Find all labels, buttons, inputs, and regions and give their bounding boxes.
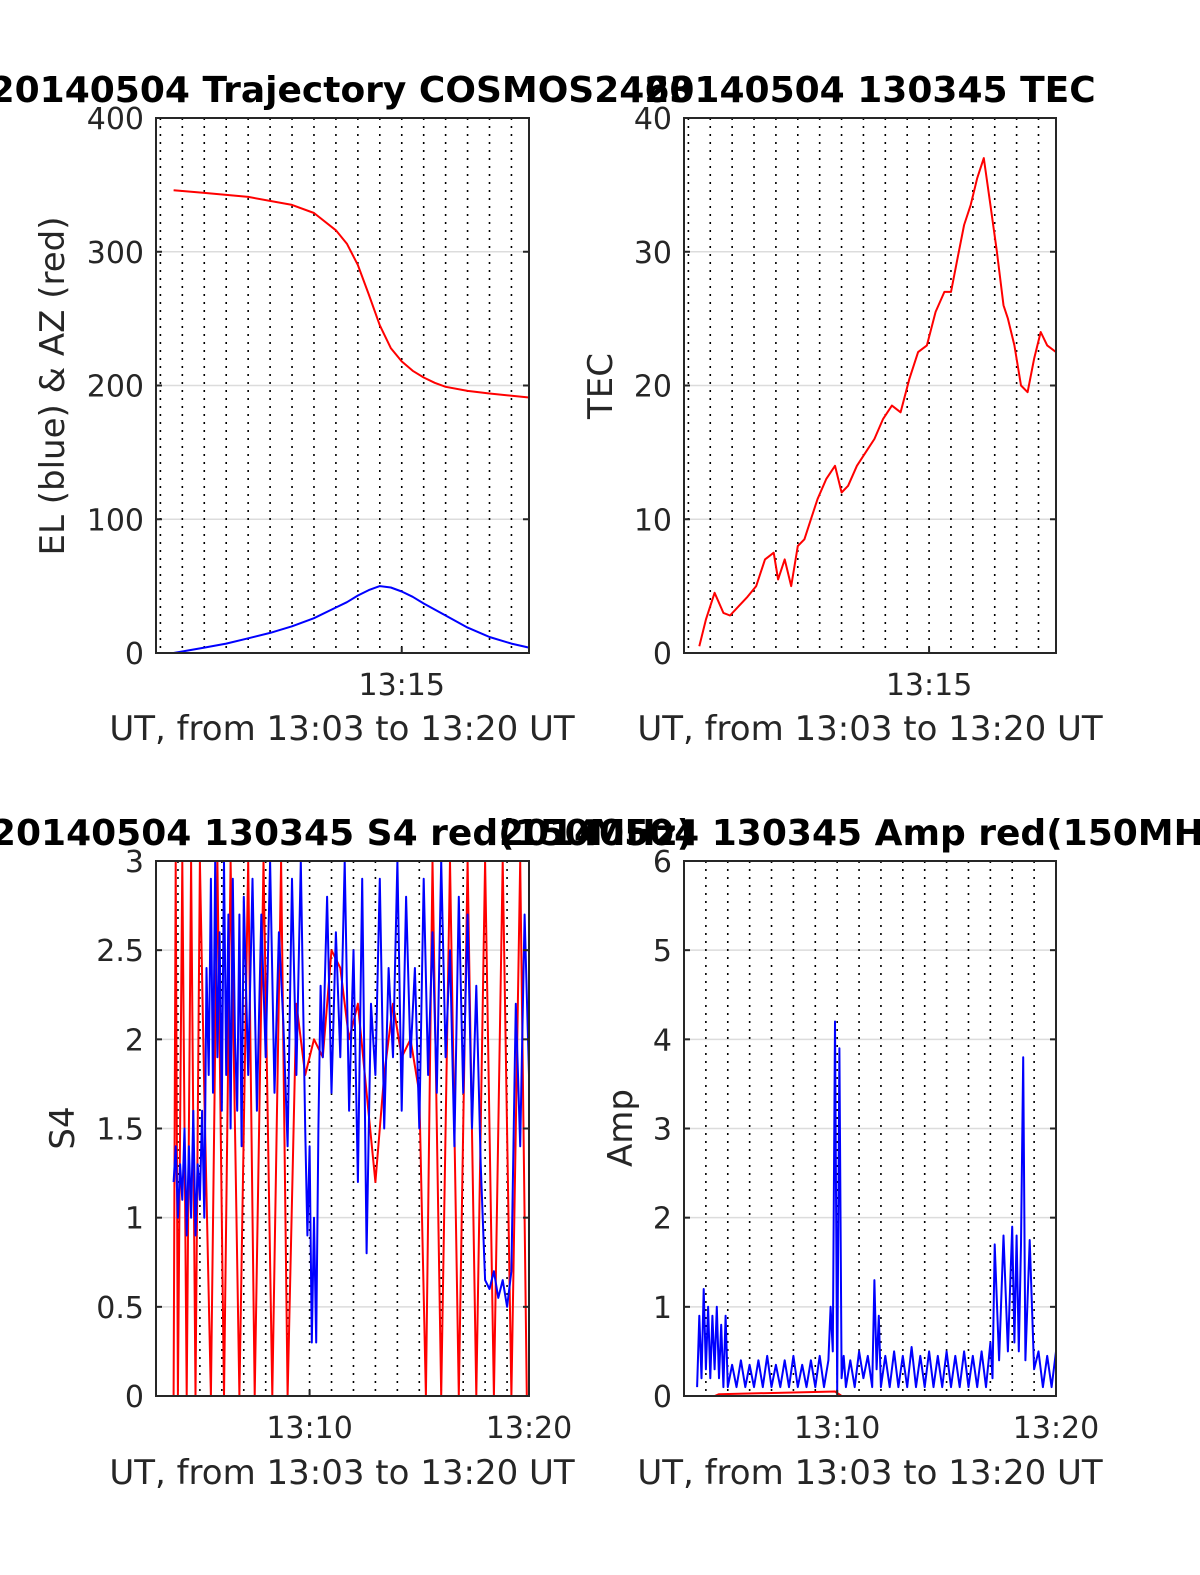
- y-tick-label: 10: [634, 503, 672, 538]
- y-tick-label: 3: [653, 1113, 672, 1148]
- series-line-0: [173, 189, 530, 399]
- y-tick-label: 6: [653, 845, 672, 880]
- series-line-0: [172, 860, 528, 1397]
- chart-title: 20140504 130345 TEC: [644, 70, 1095, 111]
- panel-amp: 0 1 2 3 4 5 6 13:10 13:20 20140504 130345 Amp re…: [499, 813, 1200, 1493]
- y-tick-label: 4: [653, 1023, 672, 1058]
- y-tick-label: 2.5: [96, 934, 144, 969]
- x-axis-label: UT, from 13:03 to 13:20 UT: [109, 709, 575, 749]
- y-tick-label: 100: [87, 503, 144, 538]
- x-tick-label: 13:15: [886, 668, 972, 703]
- y-tick-label: 5: [653, 934, 672, 969]
- x-tick-label: 13:15: [359, 668, 445, 703]
- y-axis-label: S4: [43, 1106, 83, 1149]
- y-tick-label: 0: [653, 1380, 672, 1415]
- y-axis-label: Amp: [601, 1089, 641, 1167]
- series-line-0: [698, 157, 1057, 647]
- panel-s4: 0 0.5 1 1.5 2 2.5 3 13:10 13:20 20140504 130345 …: [0, 813, 693, 1493]
- y-tick-label: 0: [653, 637, 672, 672]
- y-tick-label: 0.5: [96, 1291, 144, 1326]
- y-tick-label: 2: [653, 1202, 672, 1237]
- y-axis-label: EL (blue) & AZ (red): [33, 216, 73, 555]
- y-tick-label: 3: [125, 845, 144, 880]
- plot-area: 0 100 200 300 400 13:15: [87, 102, 530, 703]
- y-tick-label: 300: [87, 236, 144, 271]
- x-axis-label: UT, from 13:03 to 13:20 UT: [637, 709, 1103, 749]
- x-tick-label: 13:10: [794, 1411, 880, 1446]
- y-tick-label: 0: [125, 1380, 144, 1415]
- x-tick-label: 13:20: [486, 1411, 572, 1446]
- x-tick-label: 13:20: [1013, 1411, 1099, 1446]
- y-tick-label: 2: [125, 1023, 144, 1058]
- y-tick-label: 1: [125, 1202, 144, 1237]
- y-tick-label: 40: [634, 102, 672, 137]
- y-tick-label: 20: [634, 370, 672, 405]
- y-tick-label: 1.5: [96, 1113, 144, 1148]
- y-axis-label: TEC: [581, 353, 621, 420]
- chart-title: 20140504 130345 Amp red(150MHz): [499, 813, 1200, 854]
- plot-area: 0 1 2 3 4 5 6 13:10 13:20: [653, 845, 1099, 1446]
- series-line-1: [173, 585, 530, 654]
- series-line-1: [696, 1020, 1057, 1393]
- chart-title: 20140504 Trajectory COSMOS2463: [0, 70, 694, 111]
- y-tick-label: 200: [87, 370, 144, 405]
- y-tick-label: 0: [125, 637, 144, 672]
- x-tick-label: 13:10: [266, 1411, 352, 1446]
- y-tick-label: 1: [653, 1291, 672, 1326]
- y-tick-label: 30: [634, 236, 672, 271]
- plot-area: 0 10 20 30 40 13:15: [634, 102, 1057, 703]
- plot-area: 0 0.5 1 1.5 2 2.5 3 13:10 13:20: [96, 845, 572, 1446]
- panel-tec: 0 10 20 30 40 13:15 20140504 130345 TEC UT, f…: [581, 70, 1103, 749]
- y-tick-label: 400: [87, 102, 144, 137]
- series-line-1: [172, 860, 530, 1344]
- x-axis-label: UT, from 13:03 to 13:20 UT: [109, 1453, 575, 1493]
- chart-title: 20140504 130345 S4 red(150MHz): [0, 813, 693, 854]
- x-axis-label: UT, from 13:03 to 13:20 UT: [637, 1453, 1103, 1493]
